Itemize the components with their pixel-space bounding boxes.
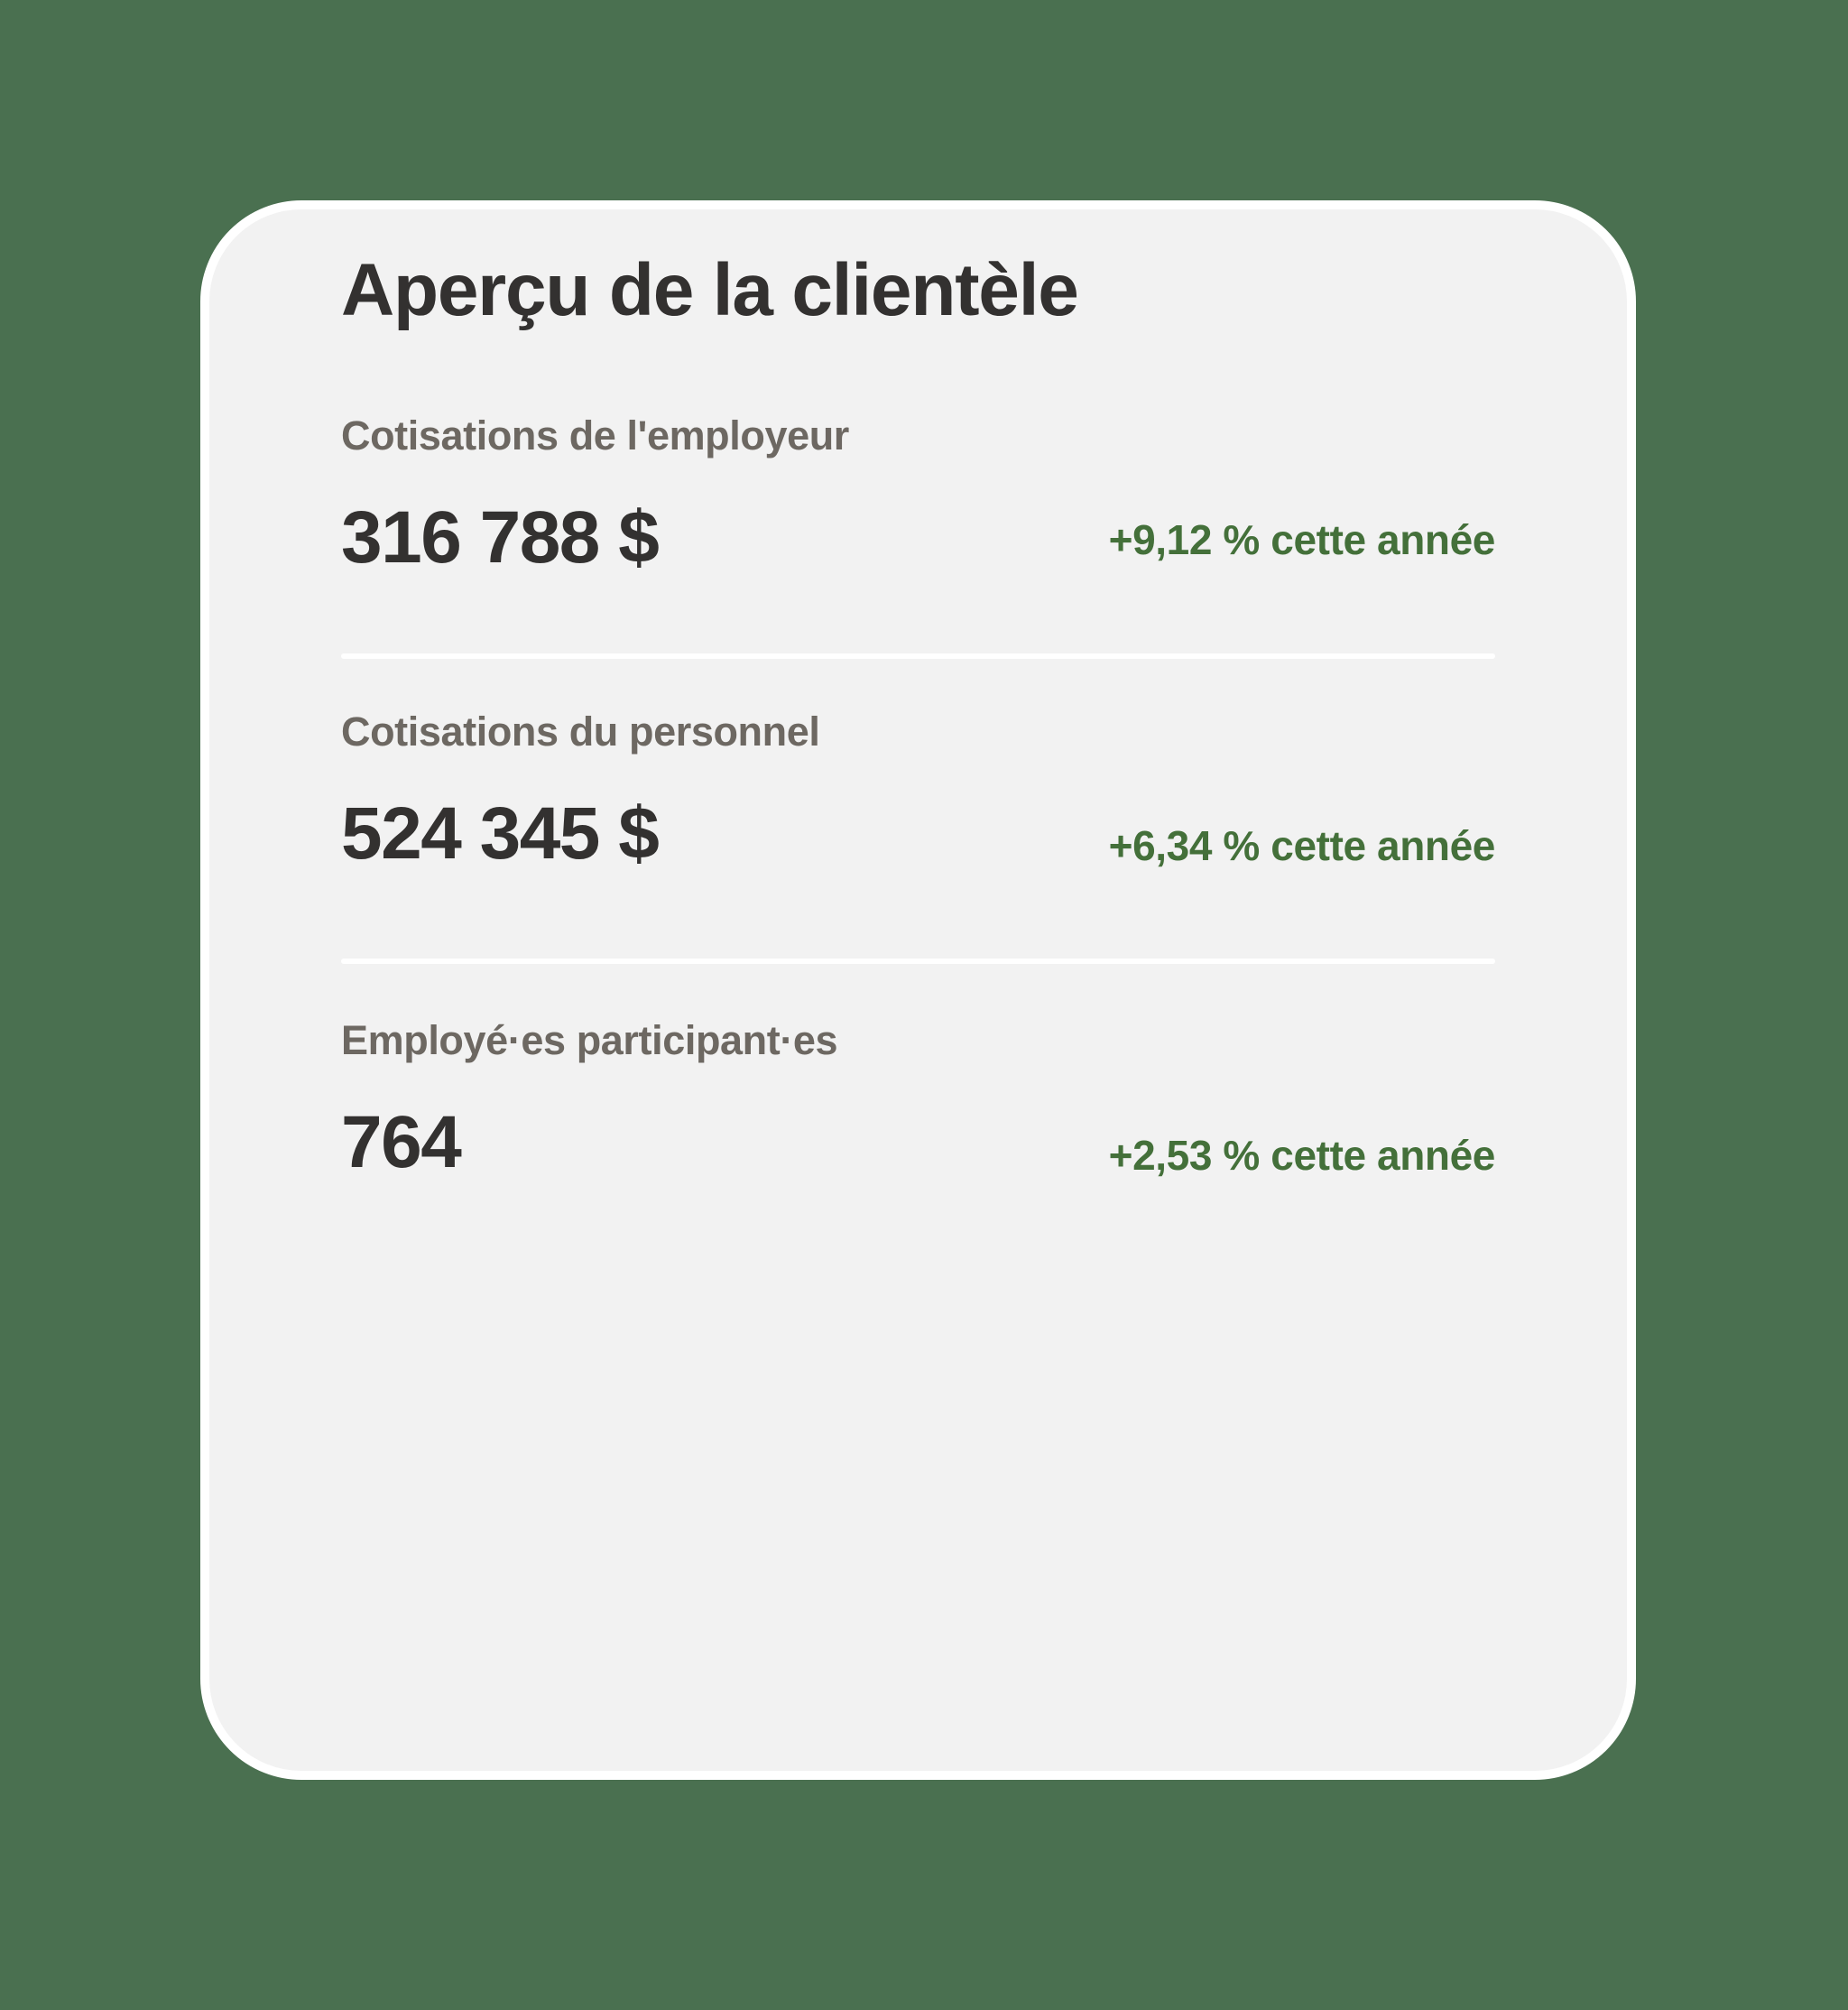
client-overview-card: Aperçu de la clientèle Cotisations de l'…: [200, 200, 1636, 1780]
stat-row: 316 788 $ +9,12 % cette année: [341, 496, 1495, 579]
section-divider: [341, 653, 1495, 659]
stat-value: 764: [341, 1101, 462, 1183]
stat-label: Cotisations du personnel: [341, 709, 820, 755]
stat-row: 764 +2,53 % cette année: [341, 1101, 1495, 1184]
stat-delta-badge: +9,12 % cette année: [1108, 516, 1496, 563]
stat-employer-contributions: Cotisations de l'employeur 316 788 $ +9,…: [341, 390, 1495, 579]
stat-delta-badge: +2,53 % cette année: [1108, 1132, 1496, 1179]
stat-row: 524 345 $ +6,34 % cette année: [341, 792, 1495, 875]
stat-employee-contributions: Cotisations du personnel 524 345 $ +6,34…: [341, 659, 1495, 875]
card-inner: Aperçu de la clientèle Cotisations de l'…: [209, 209, 1627, 1771]
stat-value: 316 788 $: [341, 496, 660, 579]
stat-delta-badge: +6,34 % cette année: [1108, 822, 1496, 869]
stat-value: 524 345 $: [341, 792, 660, 875]
stat-label: Employé·es participant·es: [341, 1017, 838, 1063]
section-divider: [341, 959, 1495, 964]
stats-list: Cotisations de l'employeur 316 788 $ +9,…: [341, 390, 1495, 1771]
stat-participating-employees: Employé·es participant·es 764 +2,53 % ce…: [341, 964, 1495, 1184]
stat-label: Cotisations de l'employeur: [341, 412, 849, 459]
page-title: Aperçu de la clientèle: [341, 249, 1079, 331]
